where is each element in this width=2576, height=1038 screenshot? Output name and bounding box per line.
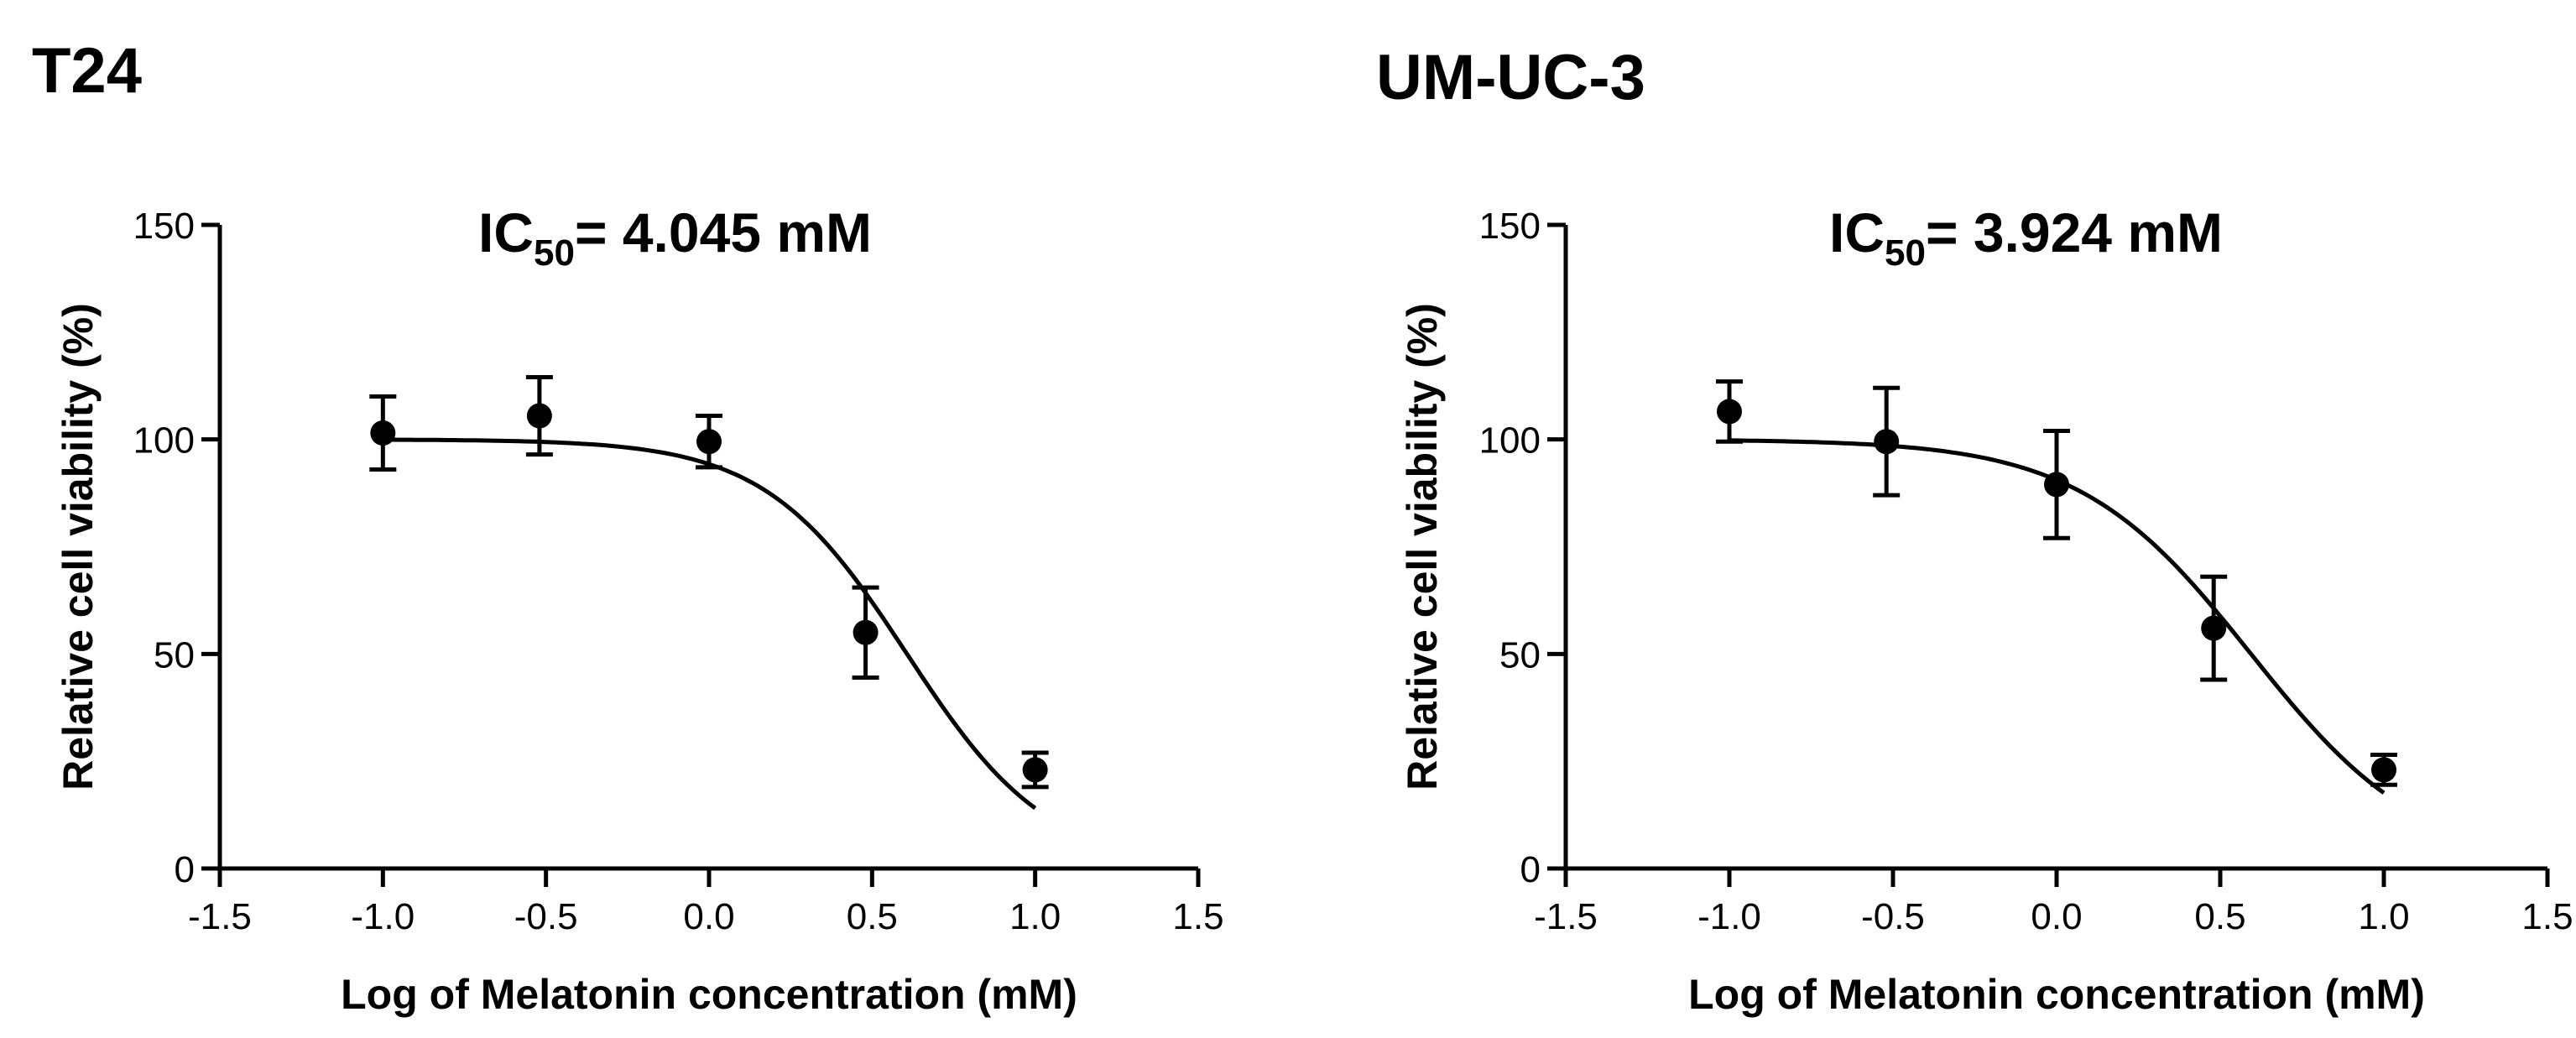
- y-tick-label: 100: [133, 420, 195, 462]
- ic50-subscript: 50: [1885, 232, 1926, 274]
- ic50-annotation: IC50= 4.045 mM: [478, 201, 872, 274]
- data-point: [2044, 472, 2069, 498]
- x-tick-label: 0.5: [847, 896, 898, 937]
- x-tick-label: -1.5: [188, 896, 252, 937]
- x-tick-label: -1.0: [1697, 896, 1761, 937]
- data-point: [2201, 615, 2227, 641]
- y-tick-label: 150: [1479, 206, 1541, 247]
- x-tick-label: -1.0: [351, 896, 415, 937]
- data-point: [370, 420, 396, 446]
- data-point: [1717, 399, 1742, 425]
- x-tick-label: 1.0: [2358, 896, 2409, 937]
- ic50-value: = 3.924 mM: [1926, 201, 2223, 263]
- y-axis-title: Relative cell viability (%): [1399, 303, 1446, 790]
- x-tick-label: 1.5: [2521, 896, 2573, 937]
- data-point: [2371, 757, 2396, 783]
- panel-label: UM-UC-3: [1376, 42, 1645, 113]
- y-tick-label: 0: [1520, 849, 1541, 890]
- x-tick-label: -1.5: [1534, 896, 1598, 937]
- x-tick-label: 0.0: [683, 896, 734, 937]
- x-tick-label: 1.5: [1172, 896, 1223, 937]
- data-point: [853, 619, 879, 645]
- x-tick-label: 0.5: [2194, 896, 2245, 937]
- x-axis-title: Log of Melatonin concentration (mM): [1688, 971, 2425, 1018]
- x-tick-label: 1.0: [1009, 896, 1061, 937]
- x-tick-label: -0.5: [514, 896, 578, 937]
- ic50-prefix: IC: [1829, 201, 1885, 263]
- ic50-annotation: IC50= 3.924 mM: [1829, 201, 2223, 274]
- ic50-prefix: IC: [478, 201, 534, 263]
- y-tick-label: 0: [175, 849, 195, 890]
- fit-curve: [383, 437, 1037, 811]
- data-point: [1022, 757, 1048, 783]
- data-point: [1874, 429, 1900, 455]
- x-tick-label: -0.5: [1861, 896, 1925, 937]
- y-tick-label: 100: [1479, 420, 1541, 462]
- data-point: [526, 403, 552, 429]
- x-tick-label: 0.0: [2031, 896, 2082, 937]
- ic50-value: = 4.045 mM: [575, 201, 872, 263]
- data-point: [696, 429, 722, 455]
- y-tick-label: 150: [133, 206, 195, 247]
- panel-label: T24: [32, 35, 142, 107]
- y-tick-label: 50: [154, 634, 195, 675]
- ic50-subscript: 50: [534, 232, 575, 274]
- y-axis-title: Relative cell viability (%): [55, 303, 102, 790]
- y-tick-label: 50: [1499, 634, 1541, 675]
- x-axis-title: Log of Melatonin concentration (mM): [341, 971, 1077, 1018]
